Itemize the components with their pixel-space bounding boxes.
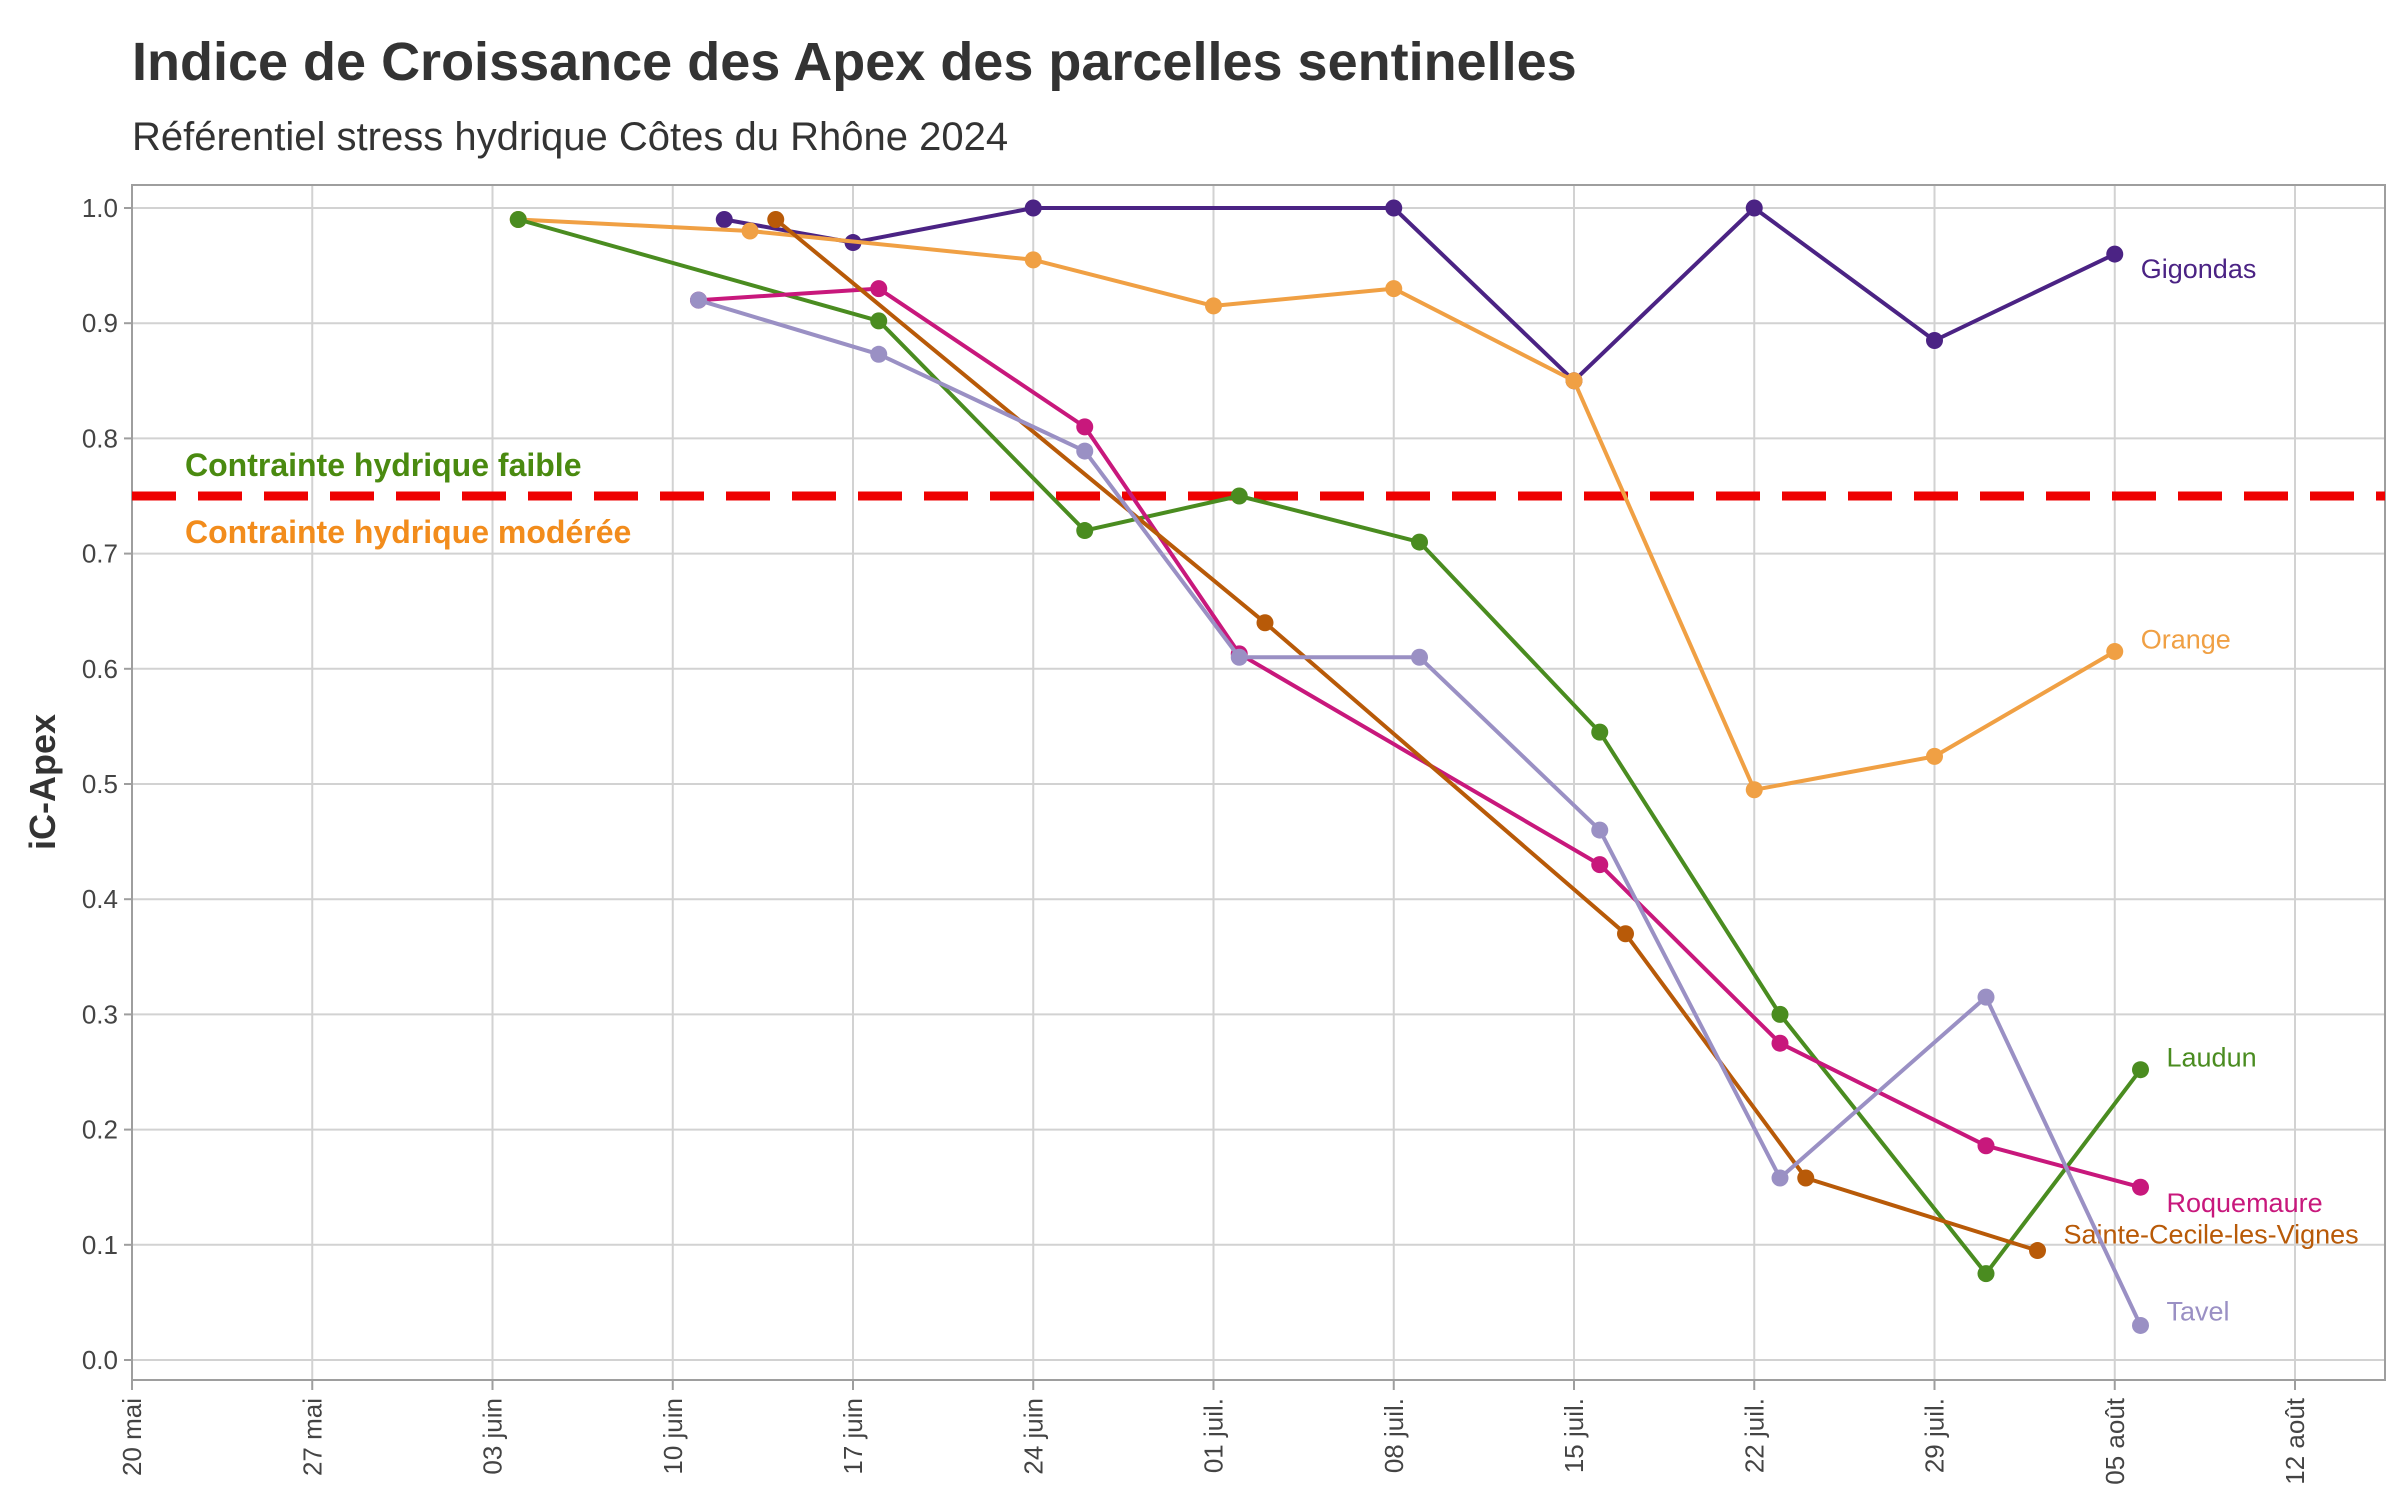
data-point <box>870 280 888 298</box>
data-point <box>870 345 888 363</box>
x-tick-label: 27 mai <box>297 1398 327 1476</box>
data-point <box>690 291 707 309</box>
x-tick-label: 10 juin <box>658 1398 688 1475</box>
data-point <box>1977 1265 1995 1283</box>
data-point <box>1024 199 1042 217</box>
data-point <box>1411 648 1428 666</box>
data-point <box>741 222 759 240</box>
data-point <box>2132 1061 2149 1079</box>
series-line <box>698 286 2142 1190</box>
series-end-label: Laudun <box>2167 1043 2257 1073</box>
x-tick-label: 01 juil. <box>1199 1398 1229 1473</box>
x-tick-label: 15 juil. <box>1559 1398 1589 1473</box>
series-sainte-cecile-les-vignes: Sainte-Cecile-les-Vignes <box>767 211 2359 1260</box>
data-point <box>1745 199 1763 217</box>
y-tick-label: 0.9 <box>82 308 118 338</box>
series-end-label: Roquemaure <box>2167 1188 2323 1218</box>
data-point <box>767 211 785 229</box>
x-tick-label: 24 juin <box>1018 1398 1048 1475</box>
threshold-label-below: Contrainte hydrique modérée <box>185 514 631 550</box>
y-tick-label: 0.1 <box>82 1230 118 1260</box>
series-laudun: Laudun <box>509 211 2257 1283</box>
series-layer: Gigondas Orange Laudun RoquemaureSainte-Cec… <box>509 199 2359 1334</box>
chart-title: Indice de Croissance des Apex des parcel… <box>132 32 1577 92</box>
data-point <box>1256 614 1274 632</box>
data-point <box>1977 1137 1995 1155</box>
x-tick-label: 17 juin <box>838 1398 868 1475</box>
data-point <box>1076 522 1094 540</box>
data-point <box>1926 331 1943 349</box>
series-end-label: Orange <box>2141 625 2231 655</box>
data-point <box>1771 1005 1789 1023</box>
y-tick-label: 1.0 <box>82 193 118 223</box>
data-point <box>1385 199 1403 217</box>
data-point <box>1565 372 1583 390</box>
data-point <box>509 211 527 229</box>
x-tick-label: 29 juil. <box>1920 1398 1950 1473</box>
data-point <box>2132 1178 2149 1196</box>
y-tick-label: 0.2 <box>82 1115 118 1145</box>
data-point <box>2106 245 2124 263</box>
data-point <box>2106 643 2124 661</box>
series-end-label: Tavel <box>2167 1296 2230 1326</box>
x-tick-label: 05 août <box>2100 1397 2130 1485</box>
data-point <box>1771 1169 1789 1187</box>
x-tick-label: 12 août <box>2280 1397 2310 1485</box>
x-tick-label: 03 juin <box>478 1398 508 1475</box>
data-point <box>2132 1316 2149 1334</box>
y-tick-label: 0.8 <box>82 423 118 453</box>
data-point <box>1797 1169 1815 1187</box>
threshold-label-above: Contrainte hydrique faible <box>185 447 581 483</box>
y-axis-label: iC-Apex <box>22 714 63 850</box>
axis-layer: 0.0 0.1 0.2 0.3 0.4 0.5 0.6 0.7 0.8 0.9 1.0 20 mai 2… <box>82 193 2310 1485</box>
series-end-label: Gigondas <box>2141 254 2257 284</box>
series-line <box>723 206 2116 383</box>
data-point <box>1591 821 1609 839</box>
data-point <box>1926 747 1943 765</box>
series-end-label: Sainte-Cecile-les-Vignes <box>2064 1220 2359 1250</box>
y-tick-label: 0.6 <box>82 654 118 684</box>
data-point <box>1591 723 1609 741</box>
plot-frame <box>131 184 2386 1381</box>
y-tick-label: 0.4 <box>82 884 118 914</box>
data-point <box>1205 297 1222 315</box>
data-point <box>1977 988 1995 1006</box>
data-point <box>1076 418 1094 436</box>
data-point <box>1024 251 1042 269</box>
data-point <box>1745 781 1763 799</box>
data-point <box>2029 1242 2046 1260</box>
y-tick-label: 0.3 <box>82 999 118 1029</box>
x-tick-label: 22 juil. <box>1739 1398 1769 1473</box>
data-point <box>1771 1034 1789 1052</box>
x-tick-label: 20 mai <box>117 1398 147 1476</box>
data-point <box>1411 533 1428 551</box>
y-tick-label: 0.7 <box>82 539 118 569</box>
data-point <box>1230 648 1248 666</box>
data-point <box>715 211 733 229</box>
y-tick-label: 0.5 <box>82 769 118 799</box>
data-point <box>1617 925 1634 943</box>
data-point <box>1385 280 1403 298</box>
chart-subtitle: Référentiel stress hydrique Côtes du Rhô… <box>132 115 1008 159</box>
data-point <box>1230 487 1248 505</box>
data-point <box>1076 442 1094 460</box>
x-tick-label: 08 juil. <box>1379 1398 1409 1473</box>
data-point <box>870 312 888 330</box>
y-tick-label: 0.0 <box>82 1345 118 1375</box>
threshold-layer: Contrainte hydrique faible Contrainte hy… <box>132 447 2385 550</box>
series-tavel: Tavel <box>690 291 2230 1334</box>
data-point <box>1591 856 1609 874</box>
